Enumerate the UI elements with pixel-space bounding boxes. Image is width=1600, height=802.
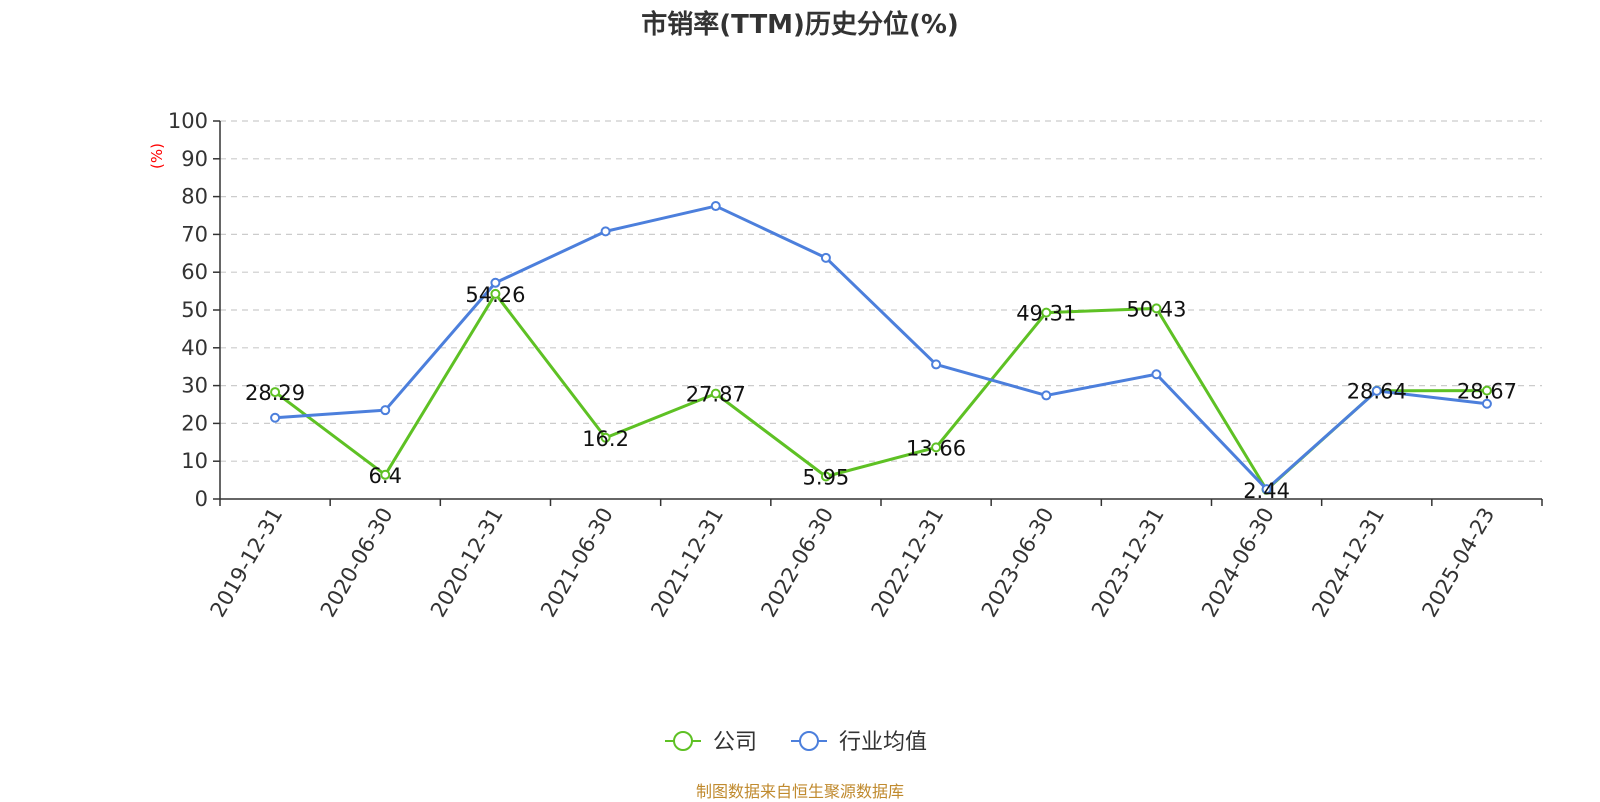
series-2-point xyxy=(270,412,281,423)
series-1-point xyxy=(1481,385,1492,396)
x-tick-label: 2020-06-30 xyxy=(316,504,398,622)
legend-item-1[interactable]: 公司 xyxy=(665,730,757,755)
data-label: 28.64 xyxy=(1347,380,1407,404)
legend-marker xyxy=(799,731,819,751)
series-2-point xyxy=(1151,369,1162,380)
x-tick-label: 2024-12-31 xyxy=(1307,504,1389,622)
legend-item-2[interactable]: 行业均值 xyxy=(791,730,927,755)
x-tick-label: 2025-04-23 xyxy=(1417,504,1499,622)
y-tick-label: 70 xyxy=(181,222,208,246)
x-tick-label: 2021-12-31 xyxy=(646,504,728,622)
series-1-point xyxy=(820,471,831,482)
series-2-point xyxy=(710,201,721,212)
series-1-point xyxy=(380,469,391,480)
data-label: 27.87 xyxy=(686,383,746,407)
y-tick-label: 30 xyxy=(181,374,208,398)
y-axis-label: (%) xyxy=(148,143,166,169)
data-label: 50.43 xyxy=(1126,297,1186,321)
data-label: 28.29 xyxy=(245,381,305,405)
series-2-point xyxy=(490,277,501,288)
series-1-point xyxy=(600,432,611,443)
series-2-point xyxy=(931,359,942,370)
data-label: 28.67 xyxy=(1457,380,1517,404)
series-1-point xyxy=(270,387,281,398)
series-2-point xyxy=(600,226,611,237)
x-tick-label: 2022-06-30 xyxy=(756,504,838,622)
x-tick-label: 2023-12-31 xyxy=(1087,504,1169,622)
y-tick-label: 10 xyxy=(181,449,208,473)
x-tick-label: 2019-12-31 xyxy=(206,504,288,622)
series-1-point xyxy=(490,288,501,299)
y-tick-label: 80 xyxy=(181,185,208,209)
chart-title: 市销率(TTM)历史分位(%) xyxy=(641,10,959,40)
series-line-2 xyxy=(274,204,1488,491)
y-tick-label: 100 xyxy=(168,109,208,133)
legend-label: 公司 xyxy=(713,730,757,755)
series-1-point xyxy=(710,388,721,399)
y-tick-label: 40 xyxy=(181,336,208,360)
series-2-point xyxy=(1041,390,1052,401)
x-tick-label: 2022-12-31 xyxy=(867,504,949,622)
series-1-point xyxy=(1041,307,1052,318)
legend-marker xyxy=(673,731,693,751)
grid-lines xyxy=(220,120,1542,462)
series-2-point xyxy=(1371,385,1382,396)
y-tick-label: 20 xyxy=(181,411,208,435)
data-label: 5.95 xyxy=(803,466,850,490)
data-label: 16.2 xyxy=(582,427,629,451)
series-2-point xyxy=(820,252,831,263)
series-lines xyxy=(270,201,1492,495)
x-tick-label: 2023-06-30 xyxy=(977,504,1059,622)
series-1-point xyxy=(1151,303,1162,314)
x-tick-label: 2021-06-30 xyxy=(536,504,618,622)
legend-label: 行业均值 xyxy=(839,730,927,755)
x-tick-label: 2020-12-31 xyxy=(426,504,508,622)
series-2-point xyxy=(1261,484,1272,495)
series-1-point xyxy=(931,442,942,453)
y-tick-label: 0 xyxy=(195,487,208,511)
series-2-point xyxy=(380,405,391,416)
source-note: 制图数据来自恒生聚源数据库 xyxy=(695,782,904,801)
data-label: 6.4 xyxy=(369,464,402,488)
y-tick-label: 90 xyxy=(181,147,208,171)
data-labels: 28.29 6.4 54.26 16.2 27.87 5.95 13.66 49.31 50.4… xyxy=(245,283,1517,503)
y-tick-label: 60 xyxy=(181,260,208,284)
x-tick-label: 2024-06-30 xyxy=(1197,504,1279,622)
data-label: 54.26 xyxy=(465,283,525,307)
series-2-point xyxy=(1481,398,1492,409)
data-label: 49.31 xyxy=(1016,302,1076,326)
y-tick-label: 50 xyxy=(181,298,208,322)
axes: 0 10 20 30 40 50 60 70 80 90 100(%) 2019-12-31 2020-… xyxy=(148,109,1543,622)
legend[interactable]: 公司 行业均值 xyxy=(665,730,927,755)
series-line-1 xyxy=(274,292,1487,492)
data-label: 2.44 xyxy=(1243,479,1290,503)
data-label: 13.66 xyxy=(906,436,966,460)
